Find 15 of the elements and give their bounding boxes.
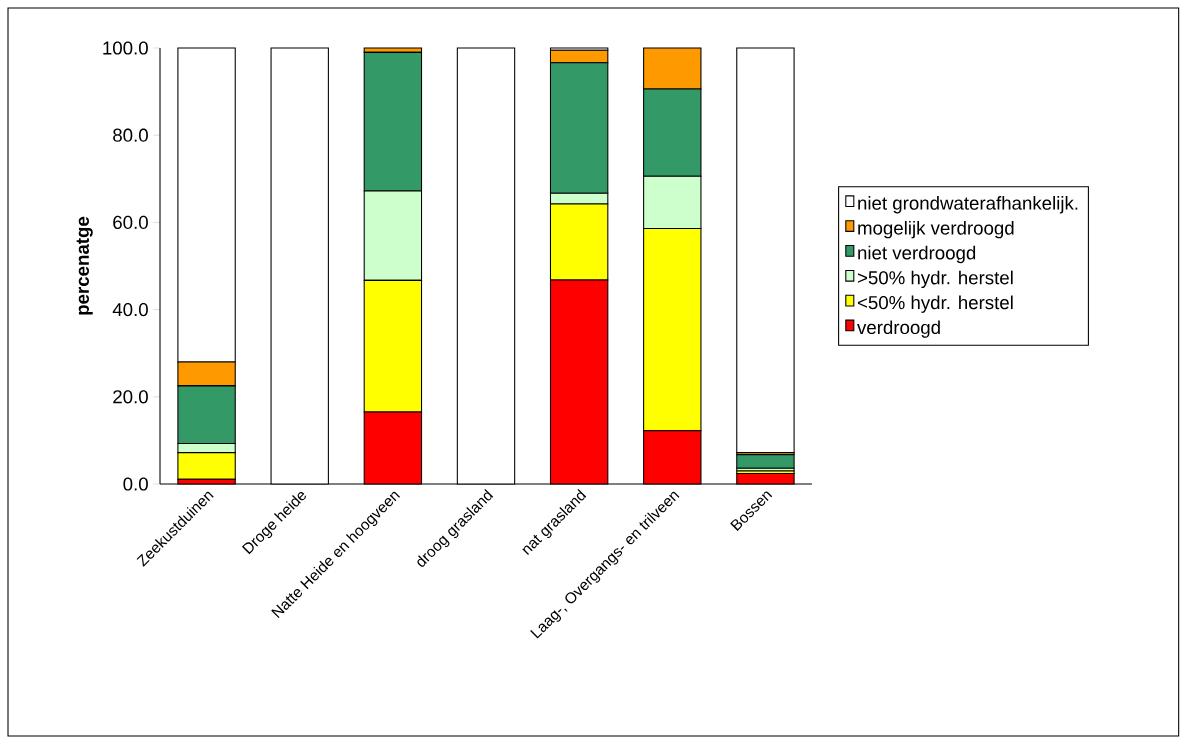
y-axis-title: percenatge	[76, 216, 93, 315]
y-tick-label: 20.0	[113, 390, 148, 404]
legend-label: <50% hydr. herstel	[857, 295, 1013, 313]
y-tick-label: 80.0	[113, 128, 148, 142]
bar	[736, 454, 795, 469]
y-tick-label: 60.0	[113, 215, 148, 230]
y-tick-label: 40.0	[112, 302, 148, 317]
legend-label: niet verdroogd	[858, 245, 976, 264]
legend-label: verdroogd	[857, 320, 940, 338]
legend-label: niet grondwaterafhankelijk.	[858, 196, 1078, 214]
legend-label: >50% hydr. herstel	[857, 270, 1013, 289]
y-tick-label: 100.0	[103, 41, 148, 55]
legend-label: mogelijk verdroogd	[858, 220, 1014, 239]
y-tick-label: 0.0	[123, 477, 148, 491]
bar	[736, 47, 795, 454]
